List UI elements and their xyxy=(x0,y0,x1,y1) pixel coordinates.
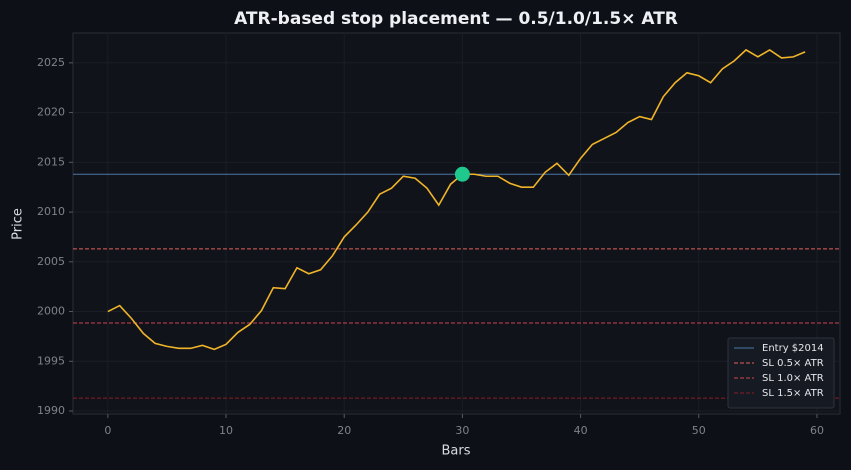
y-axis-label: Price xyxy=(11,208,26,240)
y-tick-label: 2000 xyxy=(37,305,65,318)
legend-label: SL 1.0× ATR xyxy=(762,373,824,384)
y-tick-label: 2015 xyxy=(37,155,65,168)
x-axis-label: Bars xyxy=(441,444,470,459)
entry-marker xyxy=(454,166,470,182)
x-tick-label: 20 xyxy=(337,424,351,437)
x-tick-label: 10 xyxy=(219,424,233,437)
x-tick-label: 40 xyxy=(574,424,588,437)
x-tick-label: 50 xyxy=(692,424,706,437)
legend-box xyxy=(727,337,835,409)
y-tick-label: 2010 xyxy=(37,205,65,218)
legend-label: SL 0.5× ATR xyxy=(762,358,824,369)
x-tick-label: 60 xyxy=(810,424,824,437)
x-tick-label: 30 xyxy=(455,424,469,437)
y-tick-label: 1995 xyxy=(37,354,65,367)
y-tick-label: 2020 xyxy=(37,106,65,119)
legend-label: SL 1.5× ATR xyxy=(762,388,824,399)
x-tick-label: 0 xyxy=(104,424,111,437)
price-line xyxy=(107,48,806,351)
plot-area xyxy=(72,32,841,415)
legend: Entry $2014 SL 0.5× ATR SL 1.0× ATR SL 1.5×… xyxy=(727,337,835,409)
y-tick-label: 2005 xyxy=(37,255,65,268)
y-tick-label: 1990 xyxy=(37,404,65,417)
legend-label: Entry $2014 xyxy=(762,343,824,354)
y-tick-label: 2025 xyxy=(37,56,65,69)
chart-title: ATR-based stop placement — 0.5/1.0/1.5× … xyxy=(234,9,678,29)
